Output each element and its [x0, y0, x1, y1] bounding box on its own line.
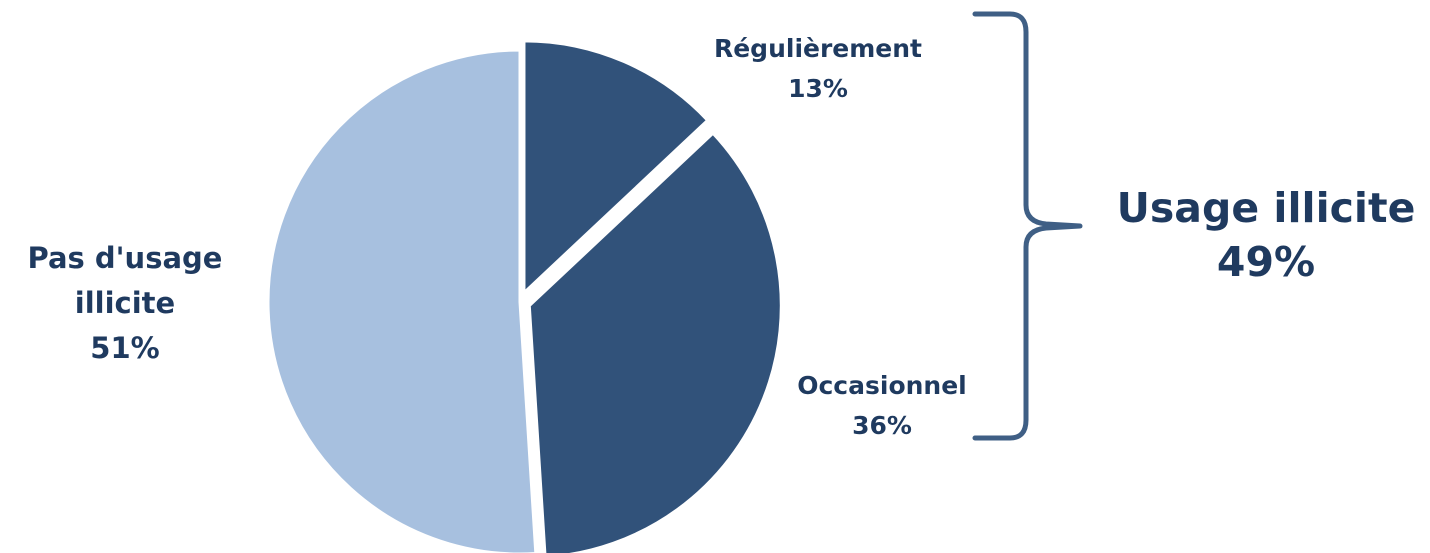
group-value: 49% [1217, 238, 1315, 286]
slice-label-pas-usage-line2: illicite [75, 286, 175, 320]
slice-label-pas-usage-line1: Pas d'usage [28, 241, 223, 275]
slice-label-occasionnel: Occasionnel [797, 371, 967, 400]
pie-slice-2 [527, 131, 783, 553]
group-bracket [972, 11, 1083, 441]
slice-value-regulierement: 13% [788, 74, 848, 103]
pie-slice-1 [522, 39, 710, 295]
slice-value-pas-usage: 51% [90, 331, 159, 365]
slice-value-occasionnel: 36% [852, 411, 912, 440]
pie-slice-3 [266, 48, 538, 553]
group-label: Usage illicite [1117, 184, 1416, 232]
slice-label-regulierement: Régulièrement [714, 34, 922, 63]
pie-slices [266, 39, 783, 553]
